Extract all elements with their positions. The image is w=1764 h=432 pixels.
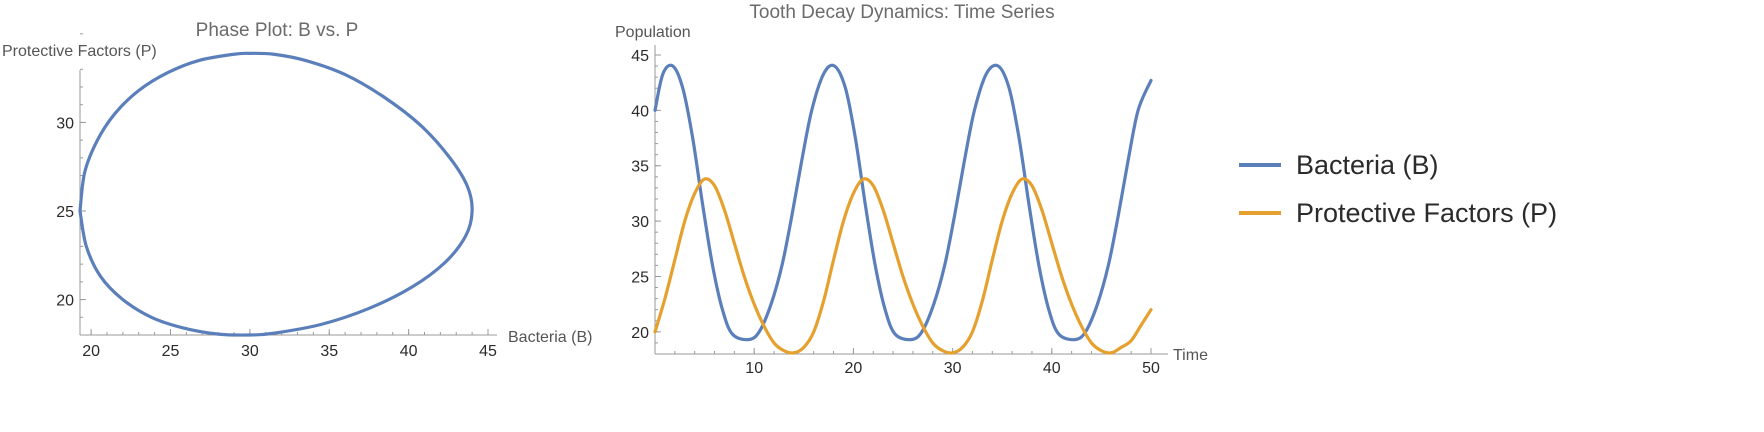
phase-plot-x-tick-label: 25 — [162, 343, 180, 360]
time-series-title: Tooth Decay Dynamics: Time Series — [749, 2, 1054, 23]
time-series-y-tick-label: 30 — [631, 214, 649, 231]
time-series-ticks: 10 20 30 40 50 20 25 30 35 40 45 — [631, 45, 1168, 377]
time-series-y-tick-label: 40 — [631, 103, 649, 120]
time-series-x-tick-label: 50 — [1142, 360, 1160, 377]
legend: Bacteria (B) Protective Factors (P) — [1239, 150, 1557, 228]
time-series-series-bacteria-b — [653, 63, 1153, 342]
phase-plot-title: Phase Plot: B vs. P — [196, 20, 359, 41]
time-series-x-tick-label: 20 — [845, 360, 863, 377]
time-series-y-tick-label: 35 — [631, 159, 649, 176]
phase-plot-x-tick-label: 35 — [320, 343, 338, 360]
time-series-series — [653, 63, 1153, 355]
time-series-panel: Tooth Decay Dynamics: Time Series Popula… — [615, 2, 1208, 377]
time-series-y-tick-label: 45 — [631, 48, 649, 65]
phase-plot-x-tick-label: 20 — [82, 343, 100, 360]
legend-label-bacteria: Bacteria (B) — [1296, 150, 1439, 180]
time-series-y-tick-label: 20 — [631, 325, 649, 342]
time-series-x-axis-label: Time — [1173, 347, 1208, 364]
phase-plot-y-axis-label: Protective Factors (P) — [2, 43, 157, 60]
phase-plot-series — [78, 51, 474, 337]
time-series-x-tick-label: 40 — [1043, 360, 1061, 377]
phase-plot-series-curve — [78, 51, 474, 337]
phase-plot-x-tick-label: 45 — [479, 343, 497, 360]
time-series-y-tick-label: 25 — [631, 269, 649, 286]
time-series-series-protective-factors-p — [653, 177, 1153, 355]
time-series-x-tick-label: 30 — [944, 360, 962, 377]
phase-plot-x-tick-label: 40 — [400, 343, 418, 360]
phase-plot-y-tick-label: 20 — [56, 293, 74, 310]
legend-label-protective-factors: Protective Factors (P) — [1296, 198, 1557, 228]
phase-plot-x-tick-label: 30 — [241, 343, 259, 360]
time-series-y-axis-label: Population — [615, 24, 691, 41]
phase-plot-panel: Phase Plot: B vs. P Protective Factors (… — [2, 20, 592, 360]
phase-plot-y-tick-label: 30 — [56, 115, 74, 132]
phase-plot-x-axis-label: Bacteria (B) — [508, 329, 592, 346]
phase-plot-y-tick-label: 25 — [56, 204, 74, 221]
time-series-x-tick-label: 10 — [745, 360, 763, 377]
phase-plot-ticks: 20 25 30 35 40 45 20 25 30 — [56, 33, 497, 360]
